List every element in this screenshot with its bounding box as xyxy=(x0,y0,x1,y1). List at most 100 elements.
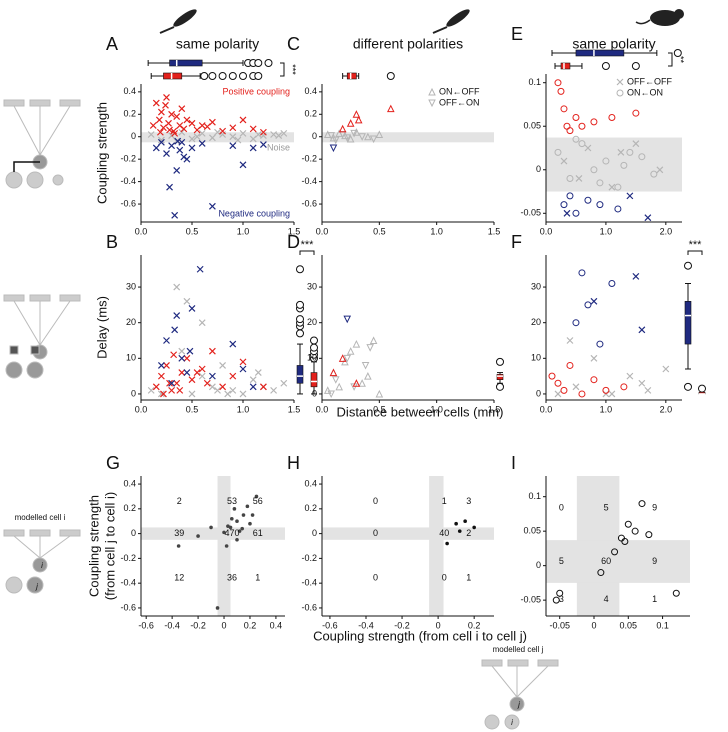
point xyxy=(352,339,361,348)
box-outlier xyxy=(296,329,304,338)
y-tick-label: 20 xyxy=(126,317,136,327)
quadrant-count: 60 xyxy=(601,556,611,566)
point xyxy=(343,354,352,363)
point xyxy=(171,326,179,334)
point xyxy=(239,358,247,366)
y-tick-label: 0 xyxy=(131,131,136,141)
point xyxy=(335,382,344,391)
point xyxy=(147,386,155,394)
box-outlier xyxy=(228,72,237,80)
quadrant-count: 4 xyxy=(604,594,609,604)
y-band xyxy=(546,540,690,583)
x-tick-label: -0.2 xyxy=(394,620,410,630)
point xyxy=(254,369,262,376)
noise-band xyxy=(322,132,494,143)
x-band xyxy=(217,476,231,616)
y-axis-label: Coupling strength xyxy=(94,102,109,204)
point xyxy=(219,127,227,135)
point xyxy=(323,386,332,394)
point xyxy=(237,529,242,533)
point xyxy=(327,390,335,399)
point xyxy=(350,129,358,138)
point xyxy=(224,390,232,398)
point xyxy=(566,337,574,344)
point xyxy=(152,99,160,107)
y-tick-label: 0.4 xyxy=(304,478,317,488)
circuit-diagram xyxy=(3,99,81,189)
point xyxy=(178,138,186,146)
point xyxy=(662,365,670,373)
point xyxy=(572,135,580,143)
y-tick-label: 0 xyxy=(536,164,541,174)
significance-bracket xyxy=(687,250,703,255)
point xyxy=(178,354,186,362)
point xyxy=(386,104,395,113)
point xyxy=(235,538,239,542)
noise-band xyxy=(141,132,294,143)
point xyxy=(644,386,652,394)
point xyxy=(557,87,565,95)
x-tick-label: 0.5 xyxy=(373,226,386,236)
point xyxy=(214,386,221,394)
point xyxy=(168,379,176,387)
y-tick-label: 20 xyxy=(531,317,541,327)
point xyxy=(239,365,247,373)
point xyxy=(232,507,237,511)
y-tick-label: 0.4 xyxy=(123,478,136,488)
x-tick-label: 0.5 xyxy=(186,404,199,414)
point xyxy=(254,131,262,138)
y-tick-label: 0 xyxy=(312,131,317,141)
point xyxy=(566,174,574,182)
point xyxy=(331,376,340,384)
y-tick-label: 0.2 xyxy=(123,503,136,513)
point xyxy=(364,372,372,380)
box xyxy=(684,301,692,345)
box xyxy=(560,62,571,70)
point xyxy=(235,519,239,524)
point xyxy=(275,132,283,140)
point xyxy=(608,183,616,191)
point xyxy=(222,530,226,535)
point xyxy=(208,347,216,355)
point xyxy=(343,134,352,142)
point xyxy=(157,372,165,380)
box xyxy=(163,72,183,80)
point xyxy=(578,269,586,277)
point xyxy=(229,133,237,141)
y-tick-label: 10 xyxy=(126,353,136,363)
point xyxy=(369,336,378,345)
quadrant-count: 0 xyxy=(373,572,378,582)
point xyxy=(208,134,216,142)
point xyxy=(354,115,363,124)
point xyxy=(157,108,165,116)
point xyxy=(566,192,574,200)
point xyxy=(329,144,338,153)
box-outlier xyxy=(218,72,227,80)
y-tick-label: 0.2 xyxy=(304,503,317,513)
quadrant-count: 9 xyxy=(652,556,657,566)
point xyxy=(620,383,628,391)
point xyxy=(219,383,227,391)
y-tick-label: -0.2 xyxy=(301,154,317,164)
quadrant-count: 40 xyxy=(439,528,449,538)
panel-letter: E xyxy=(511,24,523,44)
point xyxy=(578,122,586,130)
point xyxy=(214,128,221,136)
point xyxy=(572,383,580,391)
point xyxy=(170,351,178,359)
point xyxy=(578,390,586,398)
quadrant-count: 1 xyxy=(466,572,471,582)
panel-letter: D xyxy=(287,232,300,252)
point xyxy=(198,140,206,147)
point xyxy=(563,209,571,217)
box-outlier xyxy=(264,59,273,67)
x-tick-label: 1.0 xyxy=(600,404,613,414)
point xyxy=(215,606,220,610)
x-tick-label: -0.6 xyxy=(138,620,154,630)
y-tick-label: 0 xyxy=(536,560,541,570)
point xyxy=(352,379,361,387)
point xyxy=(249,125,257,133)
point xyxy=(155,116,163,124)
point xyxy=(178,105,186,113)
quadrant-count: 56 xyxy=(253,496,263,506)
